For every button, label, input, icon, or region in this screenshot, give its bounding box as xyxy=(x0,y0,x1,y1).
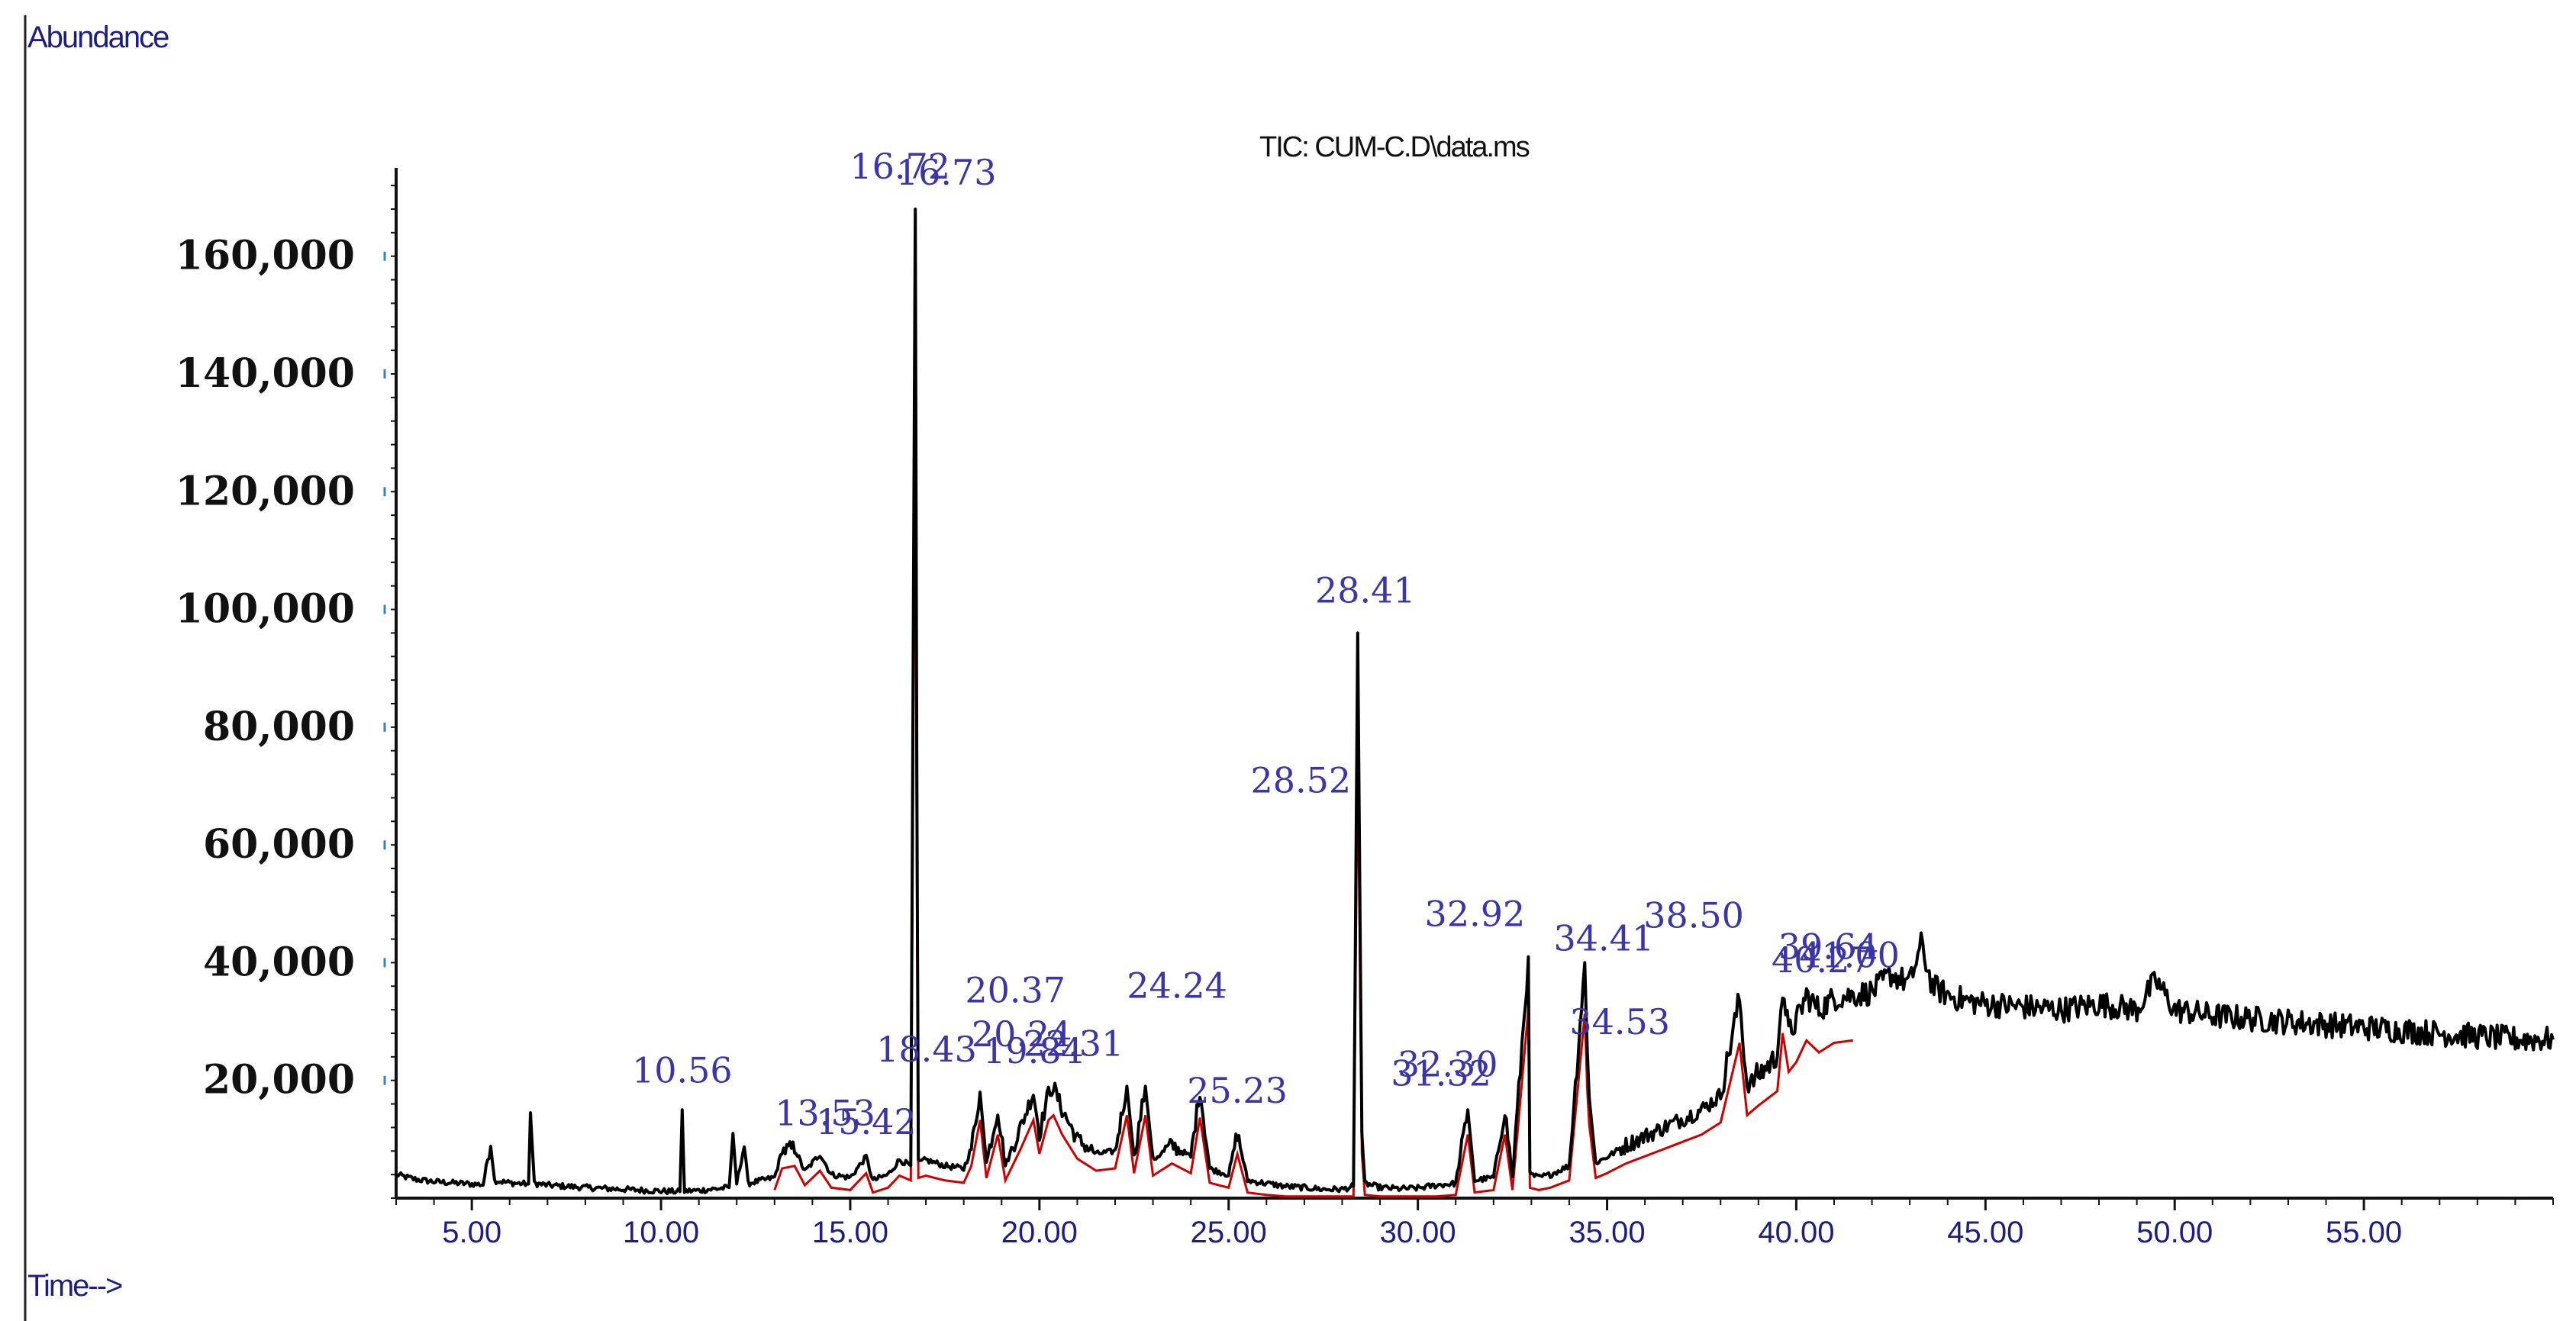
x-tick-label: 10.00 xyxy=(623,1216,699,1249)
y-tick-label: 160,000 xyxy=(176,233,355,279)
x-axis-title: Time--> xyxy=(27,1269,122,1303)
y-tick-label: 20,000 xyxy=(203,1057,355,1104)
x-tick-label: 50.00 xyxy=(2136,1216,2213,1249)
peak-label: 39.64 xyxy=(1778,926,1879,967)
y-tick-label: 120,000 xyxy=(176,468,355,514)
peak-label: 15.42 xyxy=(816,1101,917,1142)
peak-label: 22.31 xyxy=(1024,1023,1124,1064)
peak-label: 20.24 xyxy=(972,1013,1072,1055)
peak-label: 32.30 xyxy=(1398,1043,1498,1084)
y-minor-ticks xyxy=(391,185,396,1199)
peak-label: 13.53 xyxy=(775,1092,875,1133)
peak-label: 38.50 xyxy=(1643,895,1744,936)
peak-label: 19.84 xyxy=(983,1030,1084,1071)
y-tick-label: 80,000 xyxy=(203,704,355,750)
peak-label: 18.43 xyxy=(876,1029,977,1070)
peak-label: 28.52 xyxy=(1250,760,1351,801)
peak-label: 16.72 xyxy=(850,146,950,187)
y-tick-label: 140,000 xyxy=(176,350,355,397)
x-tick-label: 40.00 xyxy=(1758,1216,1834,1249)
x-tick-label: 30.00 xyxy=(1380,1216,1456,1249)
x-tick-label: 20.00 xyxy=(1001,1216,1078,1249)
peak-label: 28.41 xyxy=(1315,569,1416,611)
peak-label: 31.32 xyxy=(1391,1052,1491,1094)
x-tick-label: 25.00 xyxy=(1191,1216,1267,1249)
peak-label: 16.73 xyxy=(896,152,997,193)
x-tick-label: 5.00 xyxy=(442,1216,501,1249)
baseline-trace xyxy=(773,395,1853,1198)
peak-label: 10.56 xyxy=(632,1049,733,1091)
y-axis-title: Abundance xyxy=(27,21,169,54)
peak-label: 34.41 xyxy=(1553,917,1654,959)
peak-label: 41.00 xyxy=(1799,935,1900,976)
x-tick-label: 35.00 xyxy=(1568,1216,1645,1249)
x-tick-label: 15.00 xyxy=(812,1216,888,1249)
y-tick-group: 20,000 40,000 60,000 80,000 100,000 120,000 14… xyxy=(176,233,386,1104)
peak-label: 32.92 xyxy=(1425,894,1526,935)
peak-label: 25.23 xyxy=(1187,1070,1288,1111)
y-tick-label: 100,000 xyxy=(176,586,355,633)
peak-label: 24.24 xyxy=(1127,965,1227,1006)
peak-label: 20.37 xyxy=(965,969,1066,1010)
x-tick-label: 45.00 xyxy=(1947,1216,2023,1249)
peak-label: 40.27 xyxy=(1772,939,1872,981)
chart-title: TIC: CUM-C.D\data.ms xyxy=(1259,131,1530,163)
x-tick-group: 5.00 10.00 15.00 20.00 25.00 30.00 35.00 40.00 4… xyxy=(442,1198,2402,1249)
peak-label: 34.53 xyxy=(1569,1001,1670,1042)
y-tick-label: 60,000 xyxy=(203,821,355,868)
tic-trace xyxy=(395,208,2555,1196)
y-tick-label: 40,000 xyxy=(203,939,355,985)
x-tick-label: 55.00 xyxy=(2326,1216,2402,1249)
